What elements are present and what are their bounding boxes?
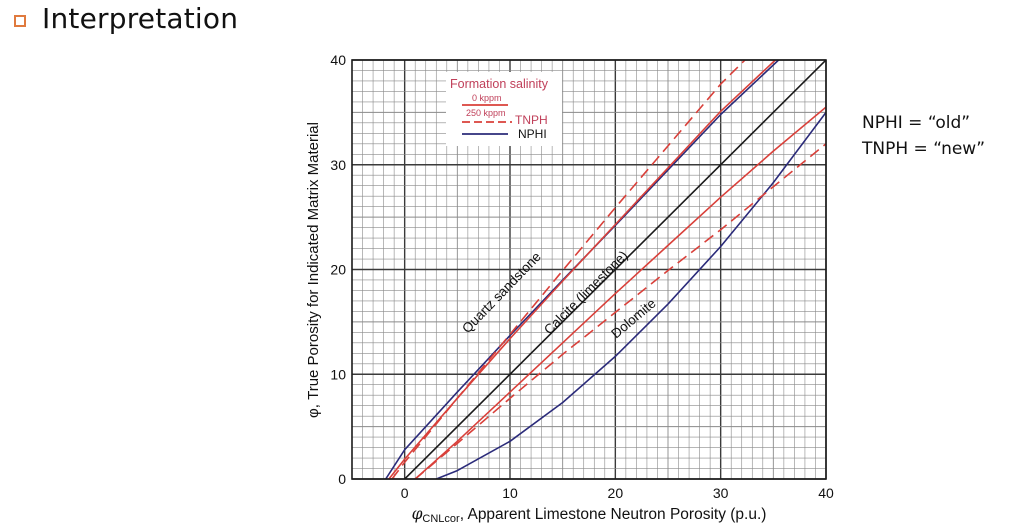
curve-dolomite-nphi bbox=[436, 111, 826, 479]
y-axis-label: φ, True Porosity for Indicated Matrix Ma… bbox=[305, 122, 322, 418]
curve-quartz-sandstone-tnph-250-kppm bbox=[391, 60, 747, 479]
curve-dolomite-tnph-250-kppm bbox=[414, 143, 826, 479]
y-tick-label: 10 bbox=[330, 366, 346, 382]
note-nphi: NPHI = “old” bbox=[862, 113, 971, 133]
slide-title-text: Interpretation bbox=[42, 2, 239, 35]
chart-grid bbox=[351, 59, 827, 480]
x-tick-label: 0 bbox=[401, 485, 409, 501]
y-tick-label: 20 bbox=[330, 262, 346, 278]
x-axis-label-text: , Apparent Limestone Neutron Porosity (p… bbox=[460, 506, 767, 523]
x-axis-ticks: 0 10 20 30 40 bbox=[401, 485, 834, 501]
y-tick-label: 0 bbox=[338, 471, 346, 487]
x-tick-label: 30 bbox=[713, 485, 729, 501]
note-tnph: TNPH = “new” bbox=[862, 139, 986, 159]
y-tick-label: 30 bbox=[330, 157, 346, 173]
y-tick-label: 40 bbox=[330, 52, 346, 68]
x-axis-label-symbol: φ bbox=[412, 505, 423, 523]
bullet-square-icon bbox=[14, 14, 26, 27]
chart-curves bbox=[385, 60, 826, 479]
curve-quartz-sandstone-tnph-0-kppm bbox=[388, 60, 776, 479]
notes-block: NPHI = “old” TNPH = “new” bbox=[862, 110, 985, 162]
slide-title: Interpretation bbox=[14, 2, 238, 35]
y-axis-ticks: 0 10 20 30 40 bbox=[330, 52, 346, 487]
chart-legend: Formation salinity 0 kppm 250 kppm TNPH … bbox=[446, 72, 562, 146]
legend-label-250kppm: 250 kppm bbox=[466, 108, 506, 118]
x-axis-label-subscript: CNLcor bbox=[422, 513, 460, 525]
legend-label-0kppm: 0 kppm bbox=[472, 93, 502, 103]
curve-dolomite-tnph-0-kppm bbox=[414, 106, 826, 479]
x-axis-label: φCNLcor, Apparent Limestone Neutron Poro… bbox=[412, 505, 767, 525]
legend-title: Formation salinity bbox=[450, 77, 549, 91]
legend-label-nphi: NPHI bbox=[518, 127, 547, 141]
curve-calcite-limestone- bbox=[404, 60, 826, 479]
plot-frame bbox=[351, 59, 827, 480]
x-tick-label: 20 bbox=[608, 485, 624, 501]
legend-label-tnph: TNPH bbox=[515, 113, 548, 127]
x-tick-label: 10 bbox=[502, 485, 518, 501]
x-tick-label: 40 bbox=[818, 485, 834, 501]
